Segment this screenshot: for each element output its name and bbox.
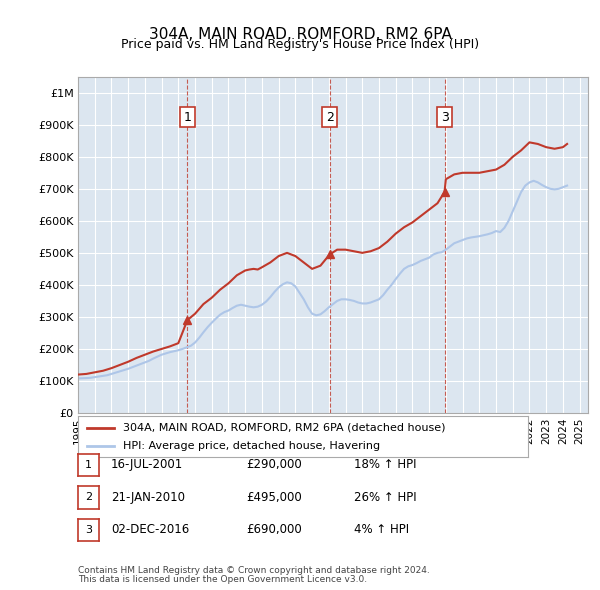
Text: HPI: Average price, detached house, Havering: HPI: Average price, detached house, Have… — [123, 441, 380, 451]
Text: This data is licensed under the Open Government Licence v3.0.: This data is licensed under the Open Gov… — [78, 575, 367, 584]
Text: 304A, MAIN ROAD, ROMFORD, RM2 6PA: 304A, MAIN ROAD, ROMFORD, RM2 6PA — [149, 27, 451, 41]
Text: £290,000: £290,000 — [246, 458, 302, 471]
Text: Contains HM Land Registry data © Crown copyright and database right 2024.: Contains HM Land Registry data © Crown c… — [78, 566, 430, 575]
Text: 21-JAN-2010: 21-JAN-2010 — [111, 491, 185, 504]
Text: 02-DEC-2016: 02-DEC-2016 — [111, 523, 189, 536]
Text: 1: 1 — [184, 110, 191, 123]
Text: 26% ↑ HPI: 26% ↑ HPI — [354, 491, 416, 504]
Text: 2: 2 — [85, 493, 92, 502]
Text: 1: 1 — [85, 460, 92, 470]
Text: 16-JUL-2001: 16-JUL-2001 — [111, 458, 183, 471]
Text: Price paid vs. HM Land Registry's House Price Index (HPI): Price paid vs. HM Land Registry's House … — [121, 38, 479, 51]
Text: 18% ↑ HPI: 18% ↑ HPI — [354, 458, 416, 471]
Text: 304A, MAIN ROAD, ROMFORD, RM2 6PA (detached house): 304A, MAIN ROAD, ROMFORD, RM2 6PA (detac… — [123, 422, 445, 432]
Text: £690,000: £690,000 — [246, 523, 302, 536]
Text: 3: 3 — [85, 525, 92, 535]
Text: £495,000: £495,000 — [246, 491, 302, 504]
Text: 2: 2 — [326, 110, 334, 123]
Text: 3: 3 — [440, 110, 448, 123]
Text: 4% ↑ HPI: 4% ↑ HPI — [354, 523, 409, 536]
